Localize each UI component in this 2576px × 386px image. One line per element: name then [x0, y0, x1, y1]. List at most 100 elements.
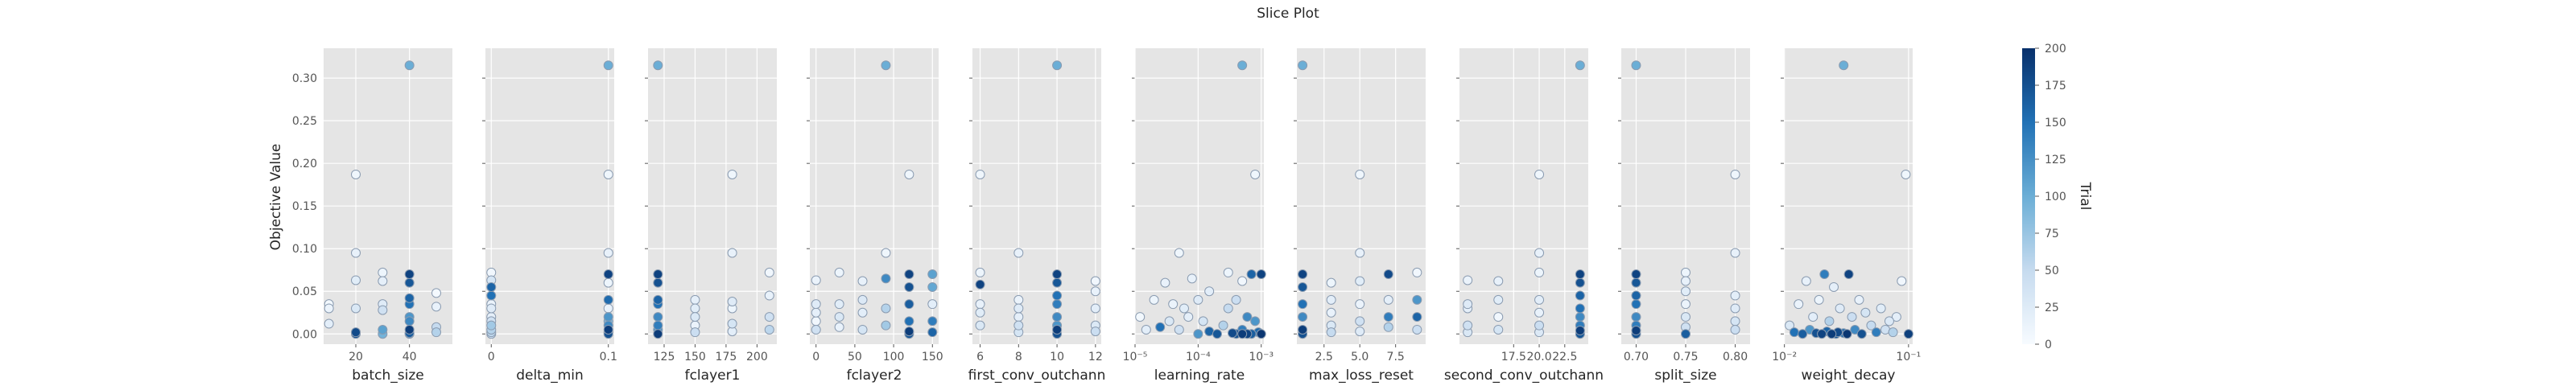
data-point: [404, 60, 415, 71]
data-point: [1326, 277, 1336, 288]
data-point: [1843, 269, 1854, 280]
data-point: [1534, 169, 1545, 179]
x-axis-label: first_conv_outchann: [968, 368, 1106, 384]
data-point: [764, 267, 774, 277]
data-point: [975, 279, 985, 290]
data-point: [1575, 269, 1585, 280]
data-point: [927, 327, 938, 338]
data-point: [1090, 276, 1100, 286]
data-point: [1052, 290, 1063, 301]
data-point: [1888, 327, 1898, 338]
data-point: [1681, 329, 1690, 339]
data-point: [603, 324, 613, 335]
data-point: [1355, 299, 1365, 310]
data-point: [1237, 329, 1248, 339]
data-point: [1463, 299, 1473, 310]
data-point: [1013, 303, 1024, 314]
data-point: [1730, 290, 1740, 301]
data-point: [603, 277, 613, 288]
data-point: [690, 294, 700, 305]
y-tick-label: 0.05: [292, 285, 317, 298]
data-point: [1860, 307, 1871, 318]
data-point: [351, 327, 361, 338]
data-point: [1631, 269, 1641, 280]
y-tick-label: 0.15: [292, 200, 317, 213]
x-tick-label: 2.5: [1315, 351, 1333, 363]
data-point: [1798, 329, 1808, 339]
data-point: [1204, 286, 1215, 297]
data-point: [1256, 269, 1266, 280]
y-tick-label: 0.20: [292, 158, 317, 170]
data-point: [1242, 312, 1253, 322]
data-point: [404, 269, 415, 280]
data-point: [1575, 290, 1585, 301]
data-point: [1534, 267, 1545, 277]
data-point: [690, 303, 700, 314]
data-point: [1383, 294, 1393, 305]
data-point: [653, 277, 663, 288]
x-tick-label: 100: [883, 351, 905, 363]
data-point: [378, 305, 388, 315]
y-tick-label: 0.10: [292, 243, 317, 256]
data-point: [811, 275, 821, 285]
panel-max_loss_reset: 2.5 5.0 7.5 max_loss_reset: [1294, 48, 1426, 384]
data-point: [811, 316, 821, 326]
data-point: [975, 299, 985, 310]
data-point: [1298, 269, 1308, 280]
data-point: [378, 276, 388, 286]
data-point: [904, 326, 914, 337]
data-point: [351, 169, 361, 179]
data-point: [881, 273, 891, 284]
data-point: [431, 302, 441, 312]
x-axis-label: fclayer1: [685, 368, 741, 384]
data-point: [1298, 324, 1308, 335]
x-tick-label: 10⁻¹: [1896, 351, 1921, 363]
data-point: [927, 316, 938, 326]
data-point: [1819, 269, 1830, 280]
data-point: [486, 290, 497, 301]
data-point: [1631, 326, 1641, 336]
x-axis-label: fclayer2: [847, 368, 902, 384]
data-point: [881, 60, 891, 71]
data-point: [1052, 269, 1063, 280]
colorbar: 0 25 50 75 100 125 150 175 200 Trial: [2022, 43, 2093, 351]
data-point: [1355, 326, 1365, 337]
data-point: [975, 320, 985, 331]
data-point: [1866, 320, 1876, 331]
panel-background: [1784, 48, 1913, 344]
panel-background: [1459, 48, 1588, 344]
data-point: [690, 312, 700, 322]
data-point: [834, 312, 844, 322]
data-point: [1412, 312, 1422, 322]
data-point: [811, 299, 821, 310]
panel-first_conv_outchann: 6 8 10 12 first_conv_outchann: [968, 48, 1106, 384]
data-point: [1681, 286, 1690, 297]
panel-fclayer2: 0 50 100 150 fclayer2: [807, 48, 943, 384]
x-tick-label: 200: [746, 351, 768, 363]
data-point: [1355, 276, 1365, 286]
x-tick-label: 8: [1015, 351, 1022, 363]
data-point: [1298, 312, 1308, 322]
data-point: [1355, 169, 1365, 179]
data-point: [927, 269, 938, 280]
data-point: [1383, 269, 1393, 280]
x-tick-label: 5.0: [1351, 351, 1368, 363]
panel-background: [1135, 48, 1264, 344]
data-point: [1412, 267, 1422, 277]
data-point: [1730, 248, 1740, 258]
data-point: [1246, 269, 1257, 280]
data-point: [1212, 329, 1222, 339]
data-point: [1237, 60, 1248, 71]
y-tick-label: 0.25: [292, 115, 317, 128]
colorbar-tick-label: 50: [2045, 265, 2059, 277]
panel-split_size: 0.70 0.75 0.80 split_size: [1618, 48, 1750, 384]
colorbar-tick-label: 200: [2045, 43, 2066, 55]
data-point: [1814, 294, 1824, 305]
data-point: [431, 327, 441, 338]
data-point: [1842, 329, 1852, 339]
data-point: [1493, 324, 1504, 335]
x-tick-label: 175: [716, 351, 737, 363]
data-point: [857, 294, 868, 305]
data-point: [1631, 312, 1641, 322]
chart-title: Slice Plot: [1257, 6, 1319, 22]
